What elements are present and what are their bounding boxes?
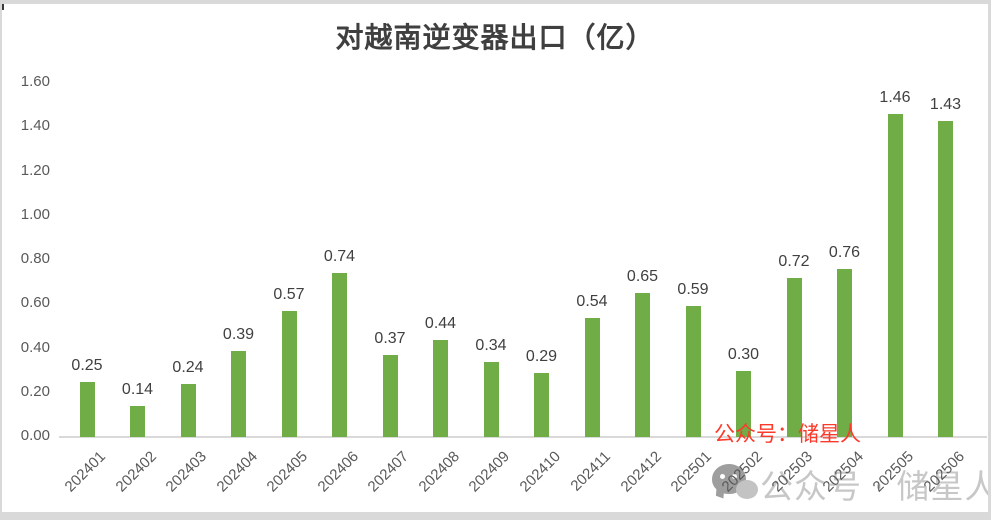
bar: [180, 384, 196, 437]
bar-value-label: 0.39: [222, 326, 255, 343]
bar: [786, 278, 802, 437]
bar-value-label: 0.29: [525, 348, 558, 365]
wechat-bubble-small: [736, 480, 758, 499]
bar-value-label: 0.54: [576, 293, 608, 310]
bar-value-label: 0.65: [626, 268, 659, 285]
bar-value-label: 0.59: [677, 281, 709, 298]
x-axis-line: [59, 436, 987, 438]
bar-value-label: 0.44: [424, 315, 457, 332]
y-tick-label: 1.40: [20, 117, 50, 135]
bar: [635, 293, 650, 437]
y-tick-label: 0.80: [20, 250, 50, 267]
corner-mark: [2, 4, 4, 10]
bar-value-label: 0.14: [121, 381, 154, 398]
bar: [483, 362, 499, 437]
gray-watermark: 公众号 · 储星人: [708, 460, 991, 508]
bar: [79, 382, 95, 437]
chart-title: 对越南逆变器出口（亿）: [335, 21, 655, 54]
bar-value-label: 0.57: [273, 286, 305, 303]
bar-value-label: 0.34: [475, 337, 507, 354]
bar-value-label: 0.24: [172, 359, 204, 376]
bar-value-label: 0.74: [323, 248, 356, 265]
red-watermark-text: 公众号：储星人: [714, 423, 861, 446]
y-tick-label: 0.60: [20, 294, 50, 312]
bar: [130, 406, 145, 437]
y-tick-label: 0.40: [20, 338, 50, 356]
y-tick-label: 1.60: [20, 73, 50, 90]
bar: [685, 306, 701, 437]
bar-value-label: 0.30: [727, 346, 760, 363]
gray-watermark-text: 公众号 · 储星人: [760, 467, 991, 506]
bar: [887, 114, 903, 437]
bar: [281, 311, 297, 437]
bar: [736, 371, 751, 437]
bar-value-label: 1.43: [929, 96, 962, 113]
y-tick-label: 1.00: [20, 205, 50, 223]
wechat-icon: [708, 462, 760, 506]
bar-value-label: 1.46: [879, 89, 911, 106]
bar: [938, 121, 953, 437]
bar: [433, 340, 448, 437]
bar: [231, 351, 246, 437]
y-tick-label: 1.20: [20, 161, 50, 179]
bar-value-label: 0.37: [374, 330, 406, 347]
bar: [837, 269, 852, 437]
bar: [534, 373, 549, 437]
y-tick-label: 0.20: [20, 382, 50, 400]
y-tick-label: 0.00: [20, 427, 50, 444]
bar-value-label: 0.72: [778, 253, 810, 270]
bar: [332, 273, 347, 437]
bar-value-label: 0.76: [828, 244, 861, 261]
bar-value-label: 0.25: [71, 357, 103, 374]
bar: [584, 318, 600, 437]
bar: [382, 355, 398, 437]
